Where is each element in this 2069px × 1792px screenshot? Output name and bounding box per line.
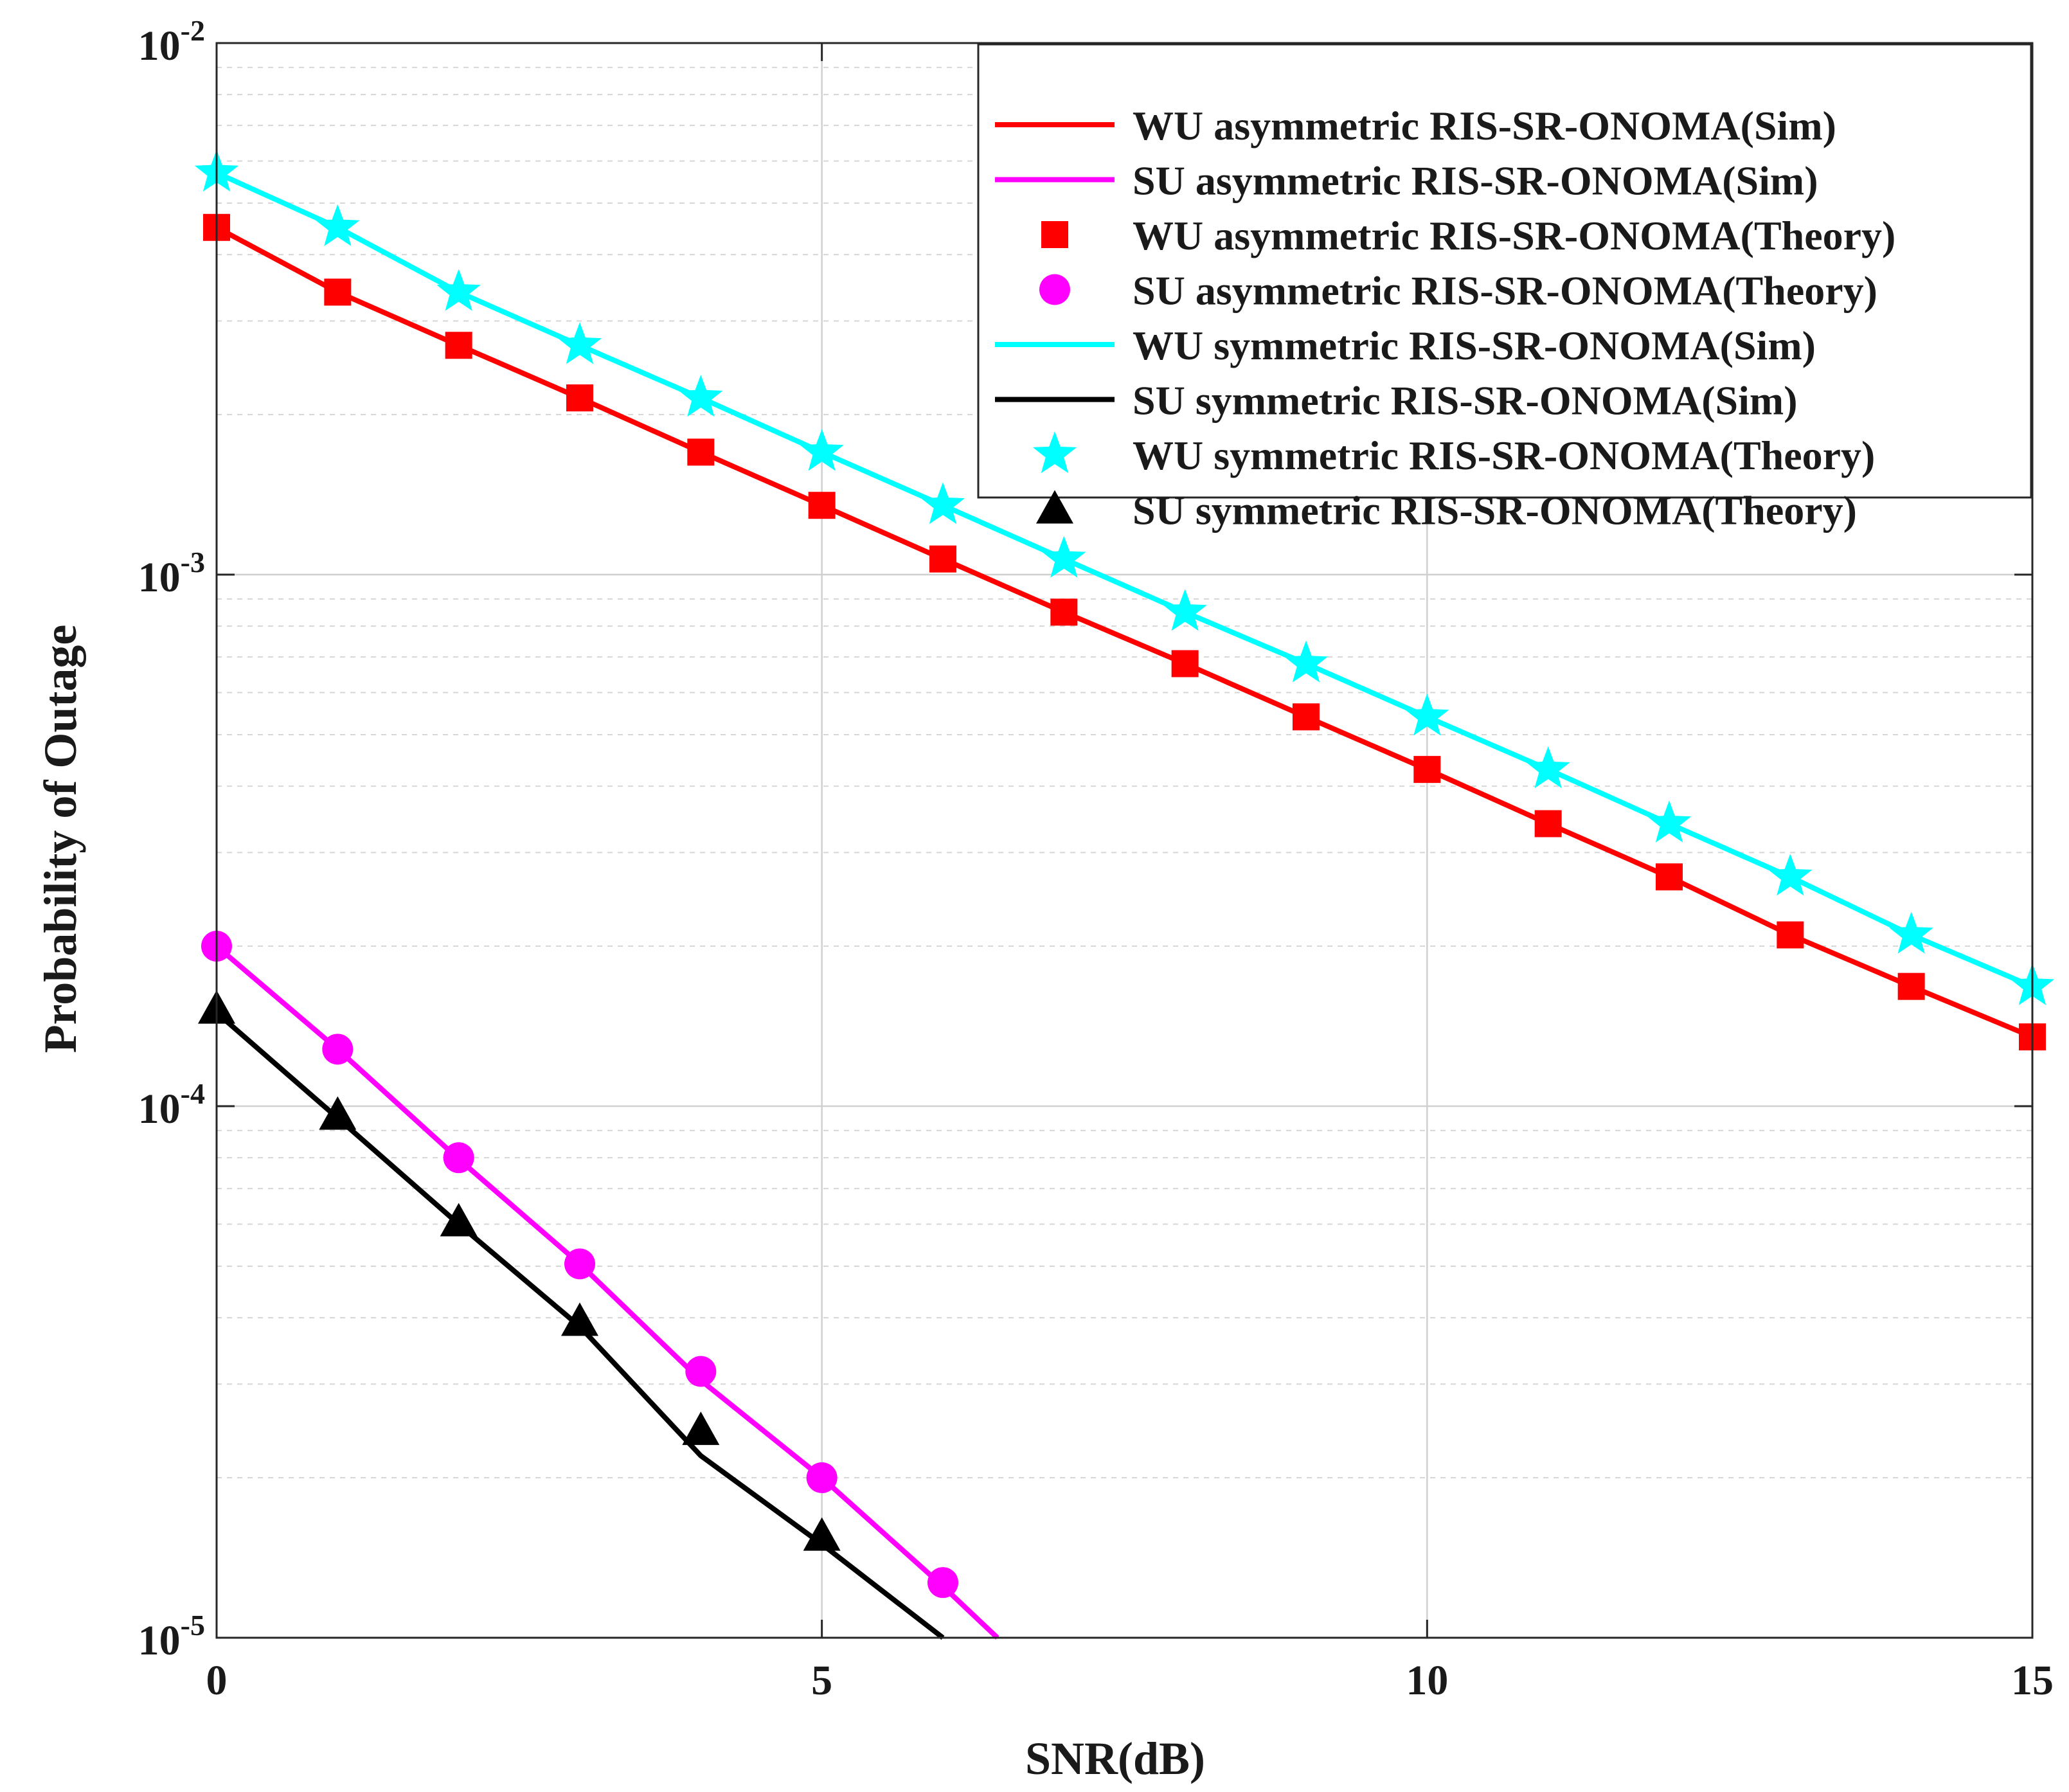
- data-point-triangle-marker: [682, 1411, 720, 1446]
- data-point-star-marker: [1163, 589, 1207, 631]
- data-point-triangle-marker: [803, 1517, 841, 1551]
- x-tick-label: 10: [1406, 1657, 1448, 1704]
- legend-label-su-symmetric-ris-sr-onoma-theory: SU symmetric RIS-SR-ONOMA(Theory): [1133, 488, 1857, 533]
- data-point-square-marker: [445, 332, 472, 359]
- data-point-square-marker: [324, 278, 352, 306]
- y-tick-label: 10-5: [138, 1609, 205, 1664]
- legend-swatch-wu-asymmetric-ris-sr-onoma-theory: [1041, 221, 1068, 248]
- x-tick-label: 0: [206, 1657, 228, 1704]
- data-point-star-marker: [1284, 640, 1329, 683]
- data-point-star-marker: [1526, 746, 1570, 789]
- data-point-square-marker: [808, 492, 836, 519]
- legend-box: [977, 43, 2032, 499]
- data-point-star-marker: [436, 269, 481, 311]
- axes: 0 5 10 15 10-5 10-4 10-3 10-2: [138, 14, 2054, 1704]
- data-point-square-marker: [1656, 863, 1683, 891]
- legend-swatch-su-asymmetric-ris-sr-onoma-theory: [1039, 274, 1070, 305]
- data-point-star-marker: [316, 204, 360, 246]
- y-tick-label: 10-2: [138, 14, 205, 69]
- data-point-circle-marker: [564, 1248, 595, 1280]
- data-point-star-marker: [920, 482, 965, 524]
- data-point-square-marker: [1171, 650, 1199, 677]
- data-point-square-marker: [1897, 972, 1925, 1000]
- y-axis-label: Probability of Outage: [35, 625, 86, 1053]
- data-point-star-marker: [1647, 800, 1692, 843]
- data-point-triangle-marker: [319, 1096, 357, 1130]
- data-point-square-marker: [1413, 756, 1441, 784]
- series-line-wu-asymmetric-ris-sr-onoma-sim: [215, 225, 2034, 1039]
- legend-label-su-asymmetric-ris-sr-onoma-theory: SU asymmetric RIS-SR-ONOMA(Theory): [1133, 268, 1877, 314]
- data-point-star-marker: [1889, 911, 1933, 954]
- data-point-star-marker: [800, 429, 844, 471]
- data-point-square-marker: [1293, 703, 1320, 731]
- legend-label-su-asymmetric-ris-sr-onoma-sim: SU asymmetric RIS-SR-ONOMA(Sim): [1133, 158, 1818, 204]
- x-tick-label: 15: [2011, 1657, 2054, 1704]
- data-point-square-marker: [1050, 598, 1078, 626]
- data-point-square-marker: [566, 384, 593, 412]
- data-point-square-marker: [687, 438, 715, 466]
- data-point-star-marker: [679, 375, 723, 417]
- data-point-square-marker: [1777, 921, 1804, 949]
- series-su-asymmetric-ris-sr-onoma-sim: [215, 944, 999, 1640]
- data-point-circle-marker: [927, 1567, 958, 1599]
- legend-label-su-symmetric-ris-sr-onoma-sim: SU symmetric RIS-SR-ONOMA(Sim): [1133, 378, 1798, 424]
- data-point-star-marker: [557, 322, 602, 364]
- y-tick-label: 10-4: [138, 1077, 205, 1133]
- data-point-star-marker: [1768, 854, 1813, 896]
- series-su-asymmetric-ris-sr-onoma-theory: [201, 931, 958, 1599]
- data-point-square-marker: [1534, 810, 1562, 838]
- plot-frame: [215, 42, 2034, 1639]
- data-point-circle-marker: [443, 1142, 474, 1174]
- legend: WU asymmetric RIS-SR-ONOMA(Sim) SU asymme…: [977, 43, 2032, 533]
- legend-label-wu-asymmetric-ris-sr-onoma-sim: WU asymmetric RIS-SR-ONOMA(Sim): [1133, 103, 1836, 148]
- data-point-triangle-marker: [561, 1302, 598, 1336]
- legend-label-wu-asymmetric-ris-sr-onoma-theory: WU asymmetric RIS-SR-ONOMA(Theory): [1133, 213, 1895, 258]
- data-point-star-marker: [1042, 535, 1086, 578]
- data-point-circle-marker: [685, 1356, 717, 1387]
- legend-swatch-wu-symmetric-ris-sr-onoma-theory: [1032, 431, 1077, 474]
- series-wu-symmetric-ris-sr-onoma-theory: [194, 149, 2055, 1005]
- legend-swatch-su-symmetric-ris-sr-onoma-theory: [1036, 490, 1073, 524]
- data-point-circle-marker: [322, 1034, 354, 1065]
- legend-label-wu-symmetric-ris-sr-onoma-sim: WU symmetric RIS-SR-ONOMA(Sim): [1133, 323, 1816, 368]
- data-point-square-marker: [929, 545, 956, 573]
- x-tick-label: 5: [811, 1657, 832, 1704]
- data-point-triangle-marker: [440, 1203, 478, 1237]
- y-tick-label: 10-3: [138, 546, 205, 601]
- data-point-star-marker: [1405, 694, 1449, 736]
- series-wu-symmetric-ris-sr-onoma-sim: [215, 170, 2034, 989]
- x-axis-label: SNR(dB): [1025, 1733, 1205, 1784]
- series-line-su-asymmetric-ris-sr-onoma-sim: [215, 944, 999, 1640]
- legend-label-wu-symmetric-ris-sr-onoma-theory: WU symmetric RIS-SR-ONOMA(Theory): [1133, 433, 1875, 478]
- series-line-wu-symmetric-ris-sr-onoma-sim: [215, 170, 2034, 989]
- data-point-circle-marker: [806, 1462, 837, 1494]
- series-wu-asymmetric-ris-sr-onoma-sim: [215, 225, 2034, 1039]
